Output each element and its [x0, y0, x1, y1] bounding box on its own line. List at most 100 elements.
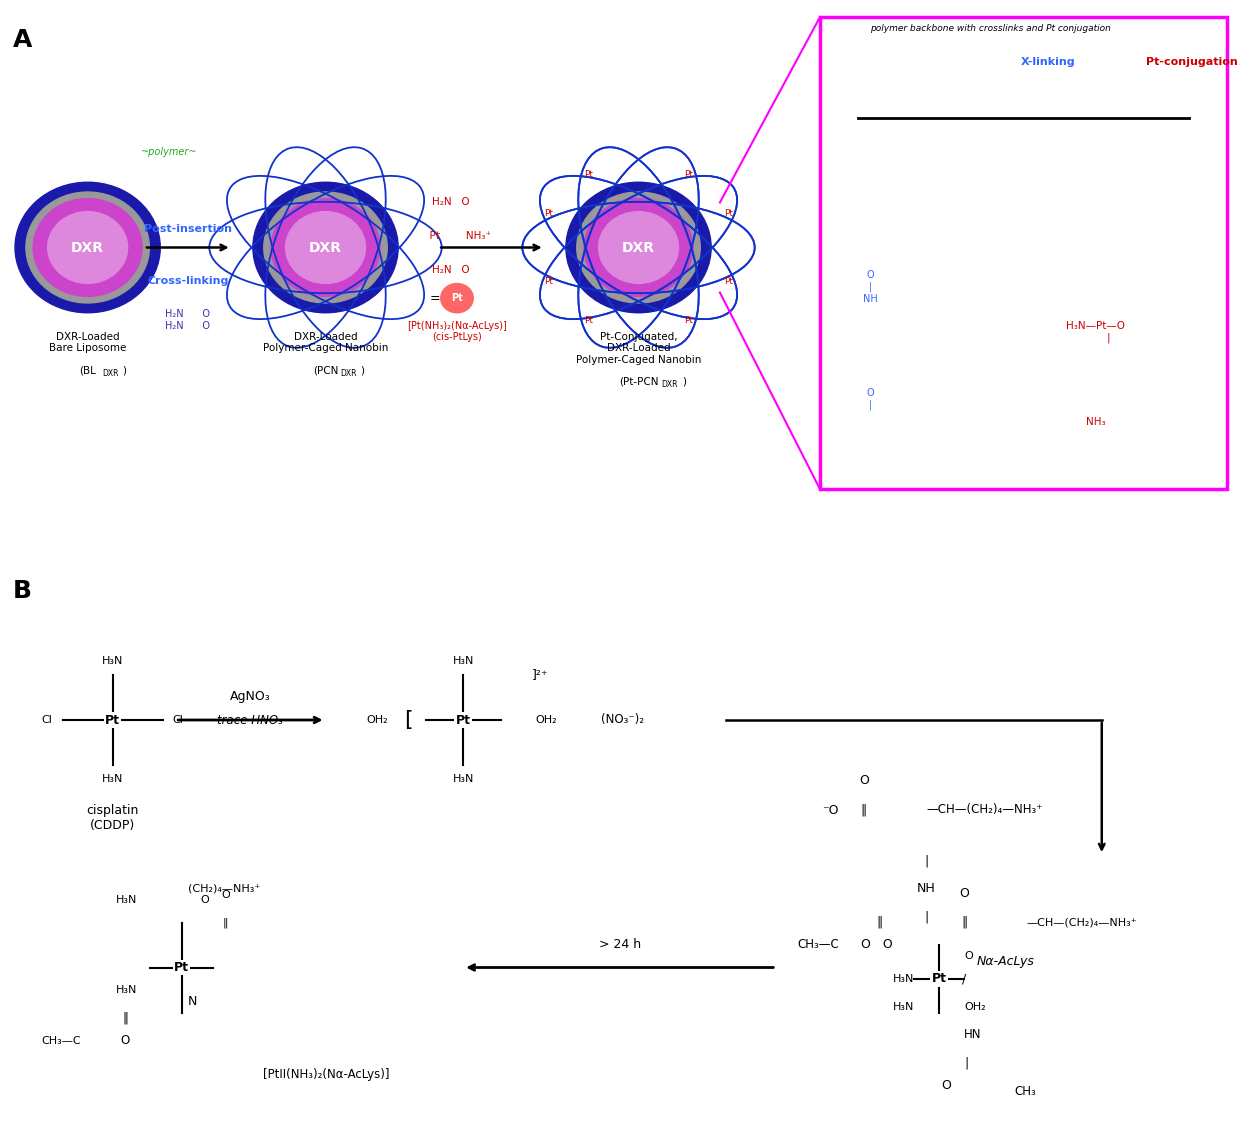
Text: ]²⁺: ]²⁺ [532, 667, 548, 681]
Text: ): ) [682, 377, 686, 387]
Text: DXR-Loaded
Polymer-Caged Nanobin: DXR-Loaded Polymer-Caged Nanobin [263, 332, 388, 353]
Text: O: O [859, 774, 869, 787]
Text: Pt        NH₃⁺: Pt NH₃⁺ [411, 232, 491, 241]
Text: DXR: DXR [622, 241, 655, 254]
Text: [Pt(NH₃)₂(Nα-AcLys)]
(cis-PtLys): [Pt(NH₃)₂(Nα-AcLys)] (cis-PtLys) [407, 321, 507, 342]
Text: X-linking: X-linking [1020, 57, 1075, 66]
Circle shape [34, 198, 143, 296]
Text: Pt: Pt [543, 209, 553, 218]
Circle shape [15, 182, 160, 313]
Text: trace HNO₃: trace HNO₃ [218, 713, 283, 727]
Text: O   O: O O [860, 938, 893, 952]
Text: CH₃—C: CH₃—C [41, 1036, 81, 1045]
Text: (NO₃⁻)₂: (NO₃⁻)₂ [601, 713, 644, 727]
Text: > 24 h: > 24 h [598, 937, 641, 951]
Text: AgNO₃: AgNO₃ [230, 690, 270, 703]
Text: Pt: Pt [456, 713, 471, 727]
Circle shape [285, 212, 366, 284]
Text: Pt: Pt [105, 713, 120, 727]
Circle shape [48, 212, 128, 284]
Text: [: [ [404, 710, 413, 730]
Text: Post-insertion: Post-insertion [144, 224, 232, 234]
Text: OH₂: OH₂ [536, 716, 557, 724]
Text: —CH—(CH₂)₄—NH₃⁺: —CH—(CH₂)₄—NH₃⁺ [926, 803, 1043, 817]
Text: ‖: ‖ [123, 1011, 128, 1025]
Text: H₃N: H₃N [452, 656, 475, 666]
Text: Cl: Cl [173, 716, 184, 724]
Text: ‖: ‖ [223, 917, 228, 928]
Text: H₃N: H₃N [101, 656, 124, 666]
Circle shape [26, 192, 149, 303]
Circle shape [566, 182, 711, 313]
Text: N: N [188, 994, 197, 1008]
Text: CH₃—C: CH₃—C [798, 938, 839, 952]
Text: O: O [964, 952, 973, 961]
Circle shape [253, 182, 398, 313]
Text: (CH₂)₄—NH₃⁺: (CH₂)₄—NH₃⁺ [188, 884, 260, 893]
Text: /: / [962, 972, 967, 986]
Text: Pt: Pt [583, 170, 593, 179]
Text: H₃N: H₃N [452, 774, 475, 784]
Text: NH: NH [918, 882, 935, 896]
Text: ‖: ‖ [876, 916, 883, 929]
Text: Pt: Pt [684, 170, 694, 179]
Text: H₂N      O
H₂N      O: H₂N O H₂N O [165, 309, 210, 331]
Text: B: B [13, 579, 31, 603]
Text: Cross-linking: Cross-linking [148, 276, 228, 286]
Text: DXR: DXR [71, 241, 104, 254]
Text: ): ) [123, 366, 126, 376]
Text: O
|
NH: O | NH [863, 270, 878, 304]
Text: Pt: Pt [451, 294, 463, 303]
Text: —CH—(CH₂)₄—NH₃⁺: —CH—(CH₂)₄—NH₃⁺ [1027, 918, 1137, 927]
Text: polymer backbone with crosslinks and Pt conjugation: polymer backbone with crosslinks and Pt … [870, 24, 1111, 33]
Text: H₃N: H₃N [116, 896, 138, 904]
Text: DXR-Loaded
Bare Liposome: DXR-Loaded Bare Liposome [49, 332, 126, 353]
Circle shape [598, 212, 679, 284]
FancyBboxPatch shape [820, 17, 1227, 489]
Text: ~polymer~: ~polymer~ [140, 147, 198, 156]
Text: Cl: Cl [41, 716, 53, 724]
Text: H₂N   O: H₂N O [432, 198, 470, 207]
Text: H₃N—Pt—O
        |: H₃N—Pt—O | [1065, 321, 1126, 343]
Text: Pt: Pt [931, 972, 947, 986]
Text: H₃N: H₃N [101, 774, 124, 784]
Text: (BL: (BL [79, 366, 96, 376]
Text: cisplatin
(CDDP): cisplatin (CDDP) [86, 804, 139, 832]
Text: ⁻O: ⁻O [823, 803, 839, 817]
Text: H₂N   O: H₂N O [432, 266, 470, 274]
Text: Pt-Conjugated,
DXR-Loaded
Polymer-Caged Nanobin: Pt-Conjugated, DXR-Loaded Polymer-Caged … [576, 332, 701, 366]
Text: H₃N: H₃N [893, 974, 914, 983]
Text: ‖: ‖ [861, 803, 866, 817]
Text: O: O [120, 1034, 130, 1047]
Text: (Pt-PCN: (Pt-PCN [618, 377, 659, 387]
Circle shape [441, 284, 473, 313]
Text: =: = [429, 291, 444, 305]
Text: [PtII(NH₃)₂(Nα-AcLys)]: [PtII(NH₃)₂(Nα-AcLys)] [263, 1068, 389, 1081]
Text: A: A [13, 28, 31, 52]
Text: O: O [222, 890, 229, 900]
Text: DXR: DXR [309, 241, 342, 254]
Text: O: O [959, 886, 969, 900]
Text: HN: HN [964, 1028, 982, 1042]
Text: O
|: O | [866, 388, 874, 411]
Text: OH₂: OH₂ [964, 1002, 985, 1011]
Text: H₃N: H₃N [893, 1002, 914, 1011]
Text: DXR: DXR [661, 380, 677, 389]
Text: O: O [200, 896, 209, 904]
Circle shape [272, 198, 381, 296]
Circle shape [583, 198, 694, 296]
Text: DXR: DXR [341, 369, 357, 378]
Circle shape [264, 192, 387, 303]
Text: CH₃: CH₃ [1014, 1084, 1035, 1098]
Text: H₃N: H₃N [116, 986, 138, 994]
Text: |: | [924, 854, 929, 867]
Text: |: | [964, 1056, 968, 1070]
Text: Pt-conjugation: Pt-conjugation [1146, 57, 1237, 66]
Text: Pt: Pt [543, 277, 553, 286]
Text: O: O [942, 1079, 952, 1092]
Text: DXR: DXR [103, 369, 119, 378]
Text: Pt: Pt [684, 316, 694, 325]
Text: Pt: Pt [724, 209, 734, 218]
Text: ): ) [361, 366, 364, 376]
Text: OH₂: OH₂ [367, 716, 388, 724]
